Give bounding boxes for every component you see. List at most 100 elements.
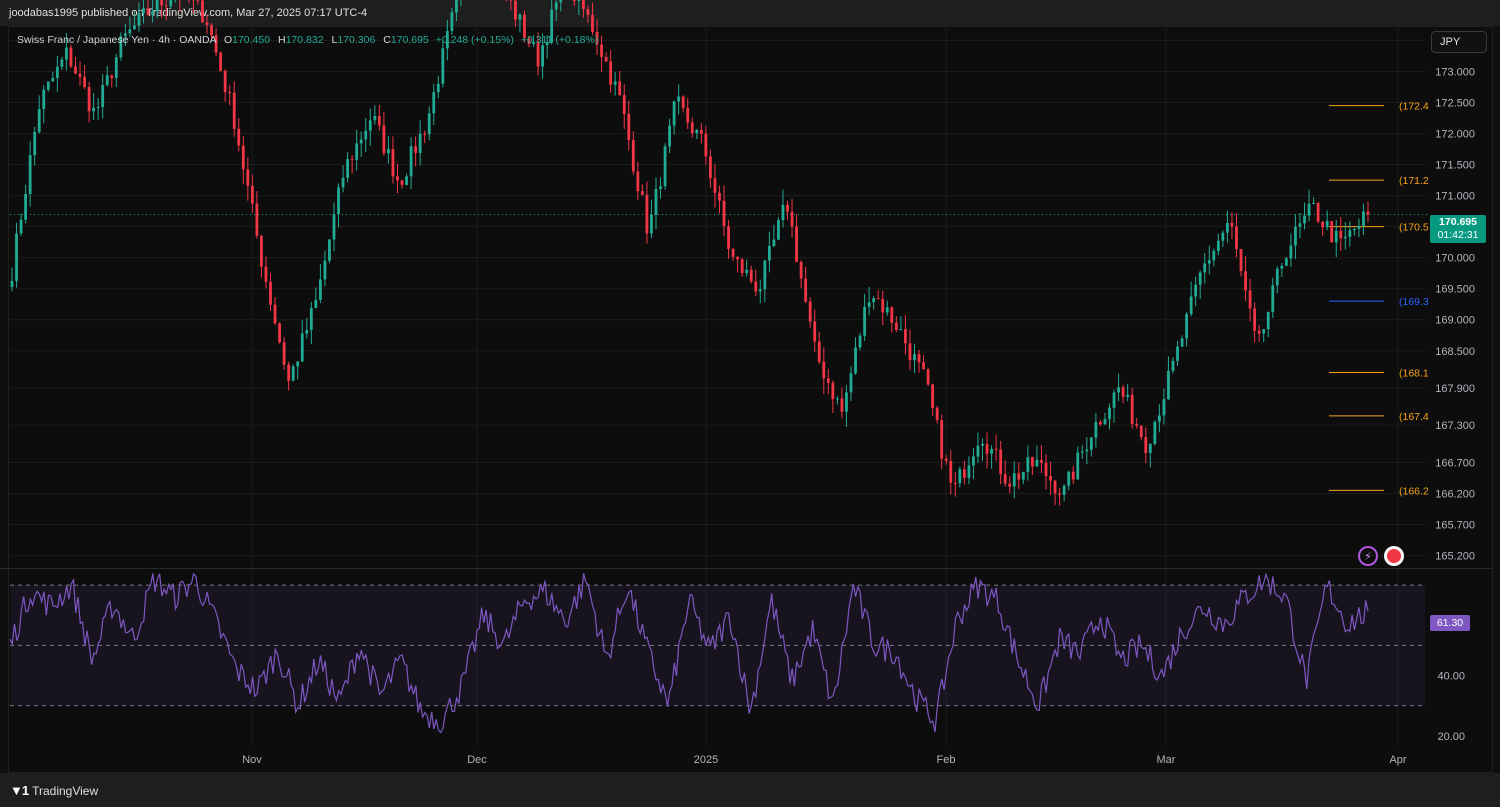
candle bbox=[981, 438, 984, 461]
candle-body bbox=[1130, 394, 1134, 424]
record-icon[interactable] bbox=[1384, 546, 1404, 566]
candle bbox=[686, 98, 690, 129]
tradingview-brand[interactable]: ▼1 TradingView bbox=[10, 783, 98, 798]
candle-body bbox=[981, 443, 984, 446]
candle bbox=[976, 432, 980, 463]
candle-body bbox=[831, 382, 835, 400]
candle-body bbox=[518, 14, 522, 20]
currency-button[interactable]: JPY bbox=[1431, 31, 1487, 53]
candle-body bbox=[1343, 236, 1347, 239]
candle-body bbox=[1185, 314, 1188, 339]
candle-body bbox=[645, 194, 649, 234]
low-label: L bbox=[331, 34, 338, 46]
candle-body bbox=[985, 443, 989, 454]
lightning-icon[interactable]: ⚡ bbox=[1358, 546, 1378, 566]
candle bbox=[1080, 445, 1084, 459]
candle bbox=[1266, 311, 1270, 338]
candle-body bbox=[427, 113, 431, 135]
candle bbox=[890, 306, 894, 333]
candle-body bbox=[867, 302, 871, 307]
candle-body bbox=[1049, 476, 1052, 481]
candle-body bbox=[718, 192, 721, 201]
candle bbox=[250, 174, 254, 213]
candle-body bbox=[1294, 226, 1297, 246]
candle-body bbox=[795, 226, 798, 263]
candle bbox=[1343, 222, 1347, 250]
candle bbox=[1049, 461, 1052, 495]
symbol-legend[interactable]: Swiss Franc / Japanese Yen · 4h · OANDA … bbox=[17, 34, 598, 46]
candle bbox=[201, 0, 204, 23]
candle-body bbox=[863, 306, 867, 336]
candle bbox=[1316, 201, 1320, 224]
candle-body bbox=[1117, 387, 1120, 393]
candle-body bbox=[273, 304, 277, 324]
candle bbox=[137, 2, 141, 32]
candle bbox=[690, 117, 694, 138]
candle-body bbox=[455, 0, 458, 13]
published-info: joodabas1995 published on TradingView.co… bbox=[9, 7, 368, 19]
candle-body bbox=[808, 301, 812, 322]
rsi-line bbox=[9, 572, 1369, 734]
candle bbox=[1044, 454, 1048, 490]
candle bbox=[328, 239, 331, 264]
candle bbox=[1294, 214, 1297, 259]
candle bbox=[740, 257, 744, 277]
rsi-value-tag: 61.30 bbox=[1430, 615, 1470, 631]
candle-body bbox=[758, 289, 762, 292]
candle-body bbox=[255, 203, 259, 236]
candle bbox=[1053, 479, 1057, 506]
candle bbox=[917, 349, 921, 373]
candle bbox=[990, 445, 993, 469]
rsi-tick-label: 20.00 bbox=[1437, 731, 1465, 743]
candle-body bbox=[1221, 232, 1225, 241]
candle-body bbox=[944, 458, 948, 461]
candle-body bbox=[400, 180, 404, 185]
candle bbox=[341, 165, 345, 193]
candle-body bbox=[940, 420, 944, 459]
candle bbox=[42, 84, 46, 124]
candle-body bbox=[223, 70, 227, 93]
candle bbox=[1235, 213, 1238, 258]
candle-body bbox=[804, 278, 808, 302]
candle-body bbox=[169, 0, 173, 7]
candle bbox=[74, 56, 77, 75]
candle-body bbox=[1253, 308, 1257, 331]
candle bbox=[1198, 270, 1202, 299]
candle bbox=[1348, 221, 1352, 247]
candle bbox=[618, 70, 622, 96]
candle-body bbox=[777, 220, 780, 240]
candle bbox=[382, 112, 386, 156]
rsi-pane bbox=[9, 572, 1425, 734]
candle-body bbox=[314, 299, 318, 309]
candle-body bbox=[953, 482, 957, 484]
candle-body bbox=[1235, 226, 1238, 250]
candle-body bbox=[1248, 290, 1252, 309]
candle-body bbox=[618, 81, 622, 96]
candle-body bbox=[55, 66, 59, 78]
candle bbox=[631, 131, 635, 175]
candle-body bbox=[214, 35, 218, 53]
candle bbox=[736, 256, 740, 273]
candle-body bbox=[1275, 268, 1279, 286]
candle-body bbox=[1026, 457, 1030, 472]
chart-frame[interactable] bbox=[8, 26, 1493, 773]
candle bbox=[123, 23, 127, 46]
candle bbox=[831, 380, 835, 413]
candle bbox=[758, 279, 762, 304]
candle-body bbox=[219, 52, 223, 71]
horizontal-levels: (172.4 (171.2 (170.5 (169.3 (168.1 (167.4 (166… bbox=[10, 101, 1429, 497]
time-tick-label: Feb bbox=[937, 754, 956, 766]
high-value: 170.832 bbox=[285, 34, 324, 46]
candle-body bbox=[1257, 330, 1261, 334]
candle bbox=[1176, 340, 1179, 366]
candle bbox=[1230, 212, 1234, 240]
candle-body bbox=[323, 260, 327, 280]
price-tick-label: 167.900 bbox=[1435, 383, 1475, 395]
candle-body bbox=[341, 177, 345, 188]
time-tick-label: Apr bbox=[1389, 754, 1406, 766]
candle bbox=[835, 396, 839, 405]
price-tick-label: 171.000 bbox=[1435, 191, 1475, 203]
candle-body bbox=[1189, 296, 1193, 315]
candle-body bbox=[264, 266, 268, 282]
